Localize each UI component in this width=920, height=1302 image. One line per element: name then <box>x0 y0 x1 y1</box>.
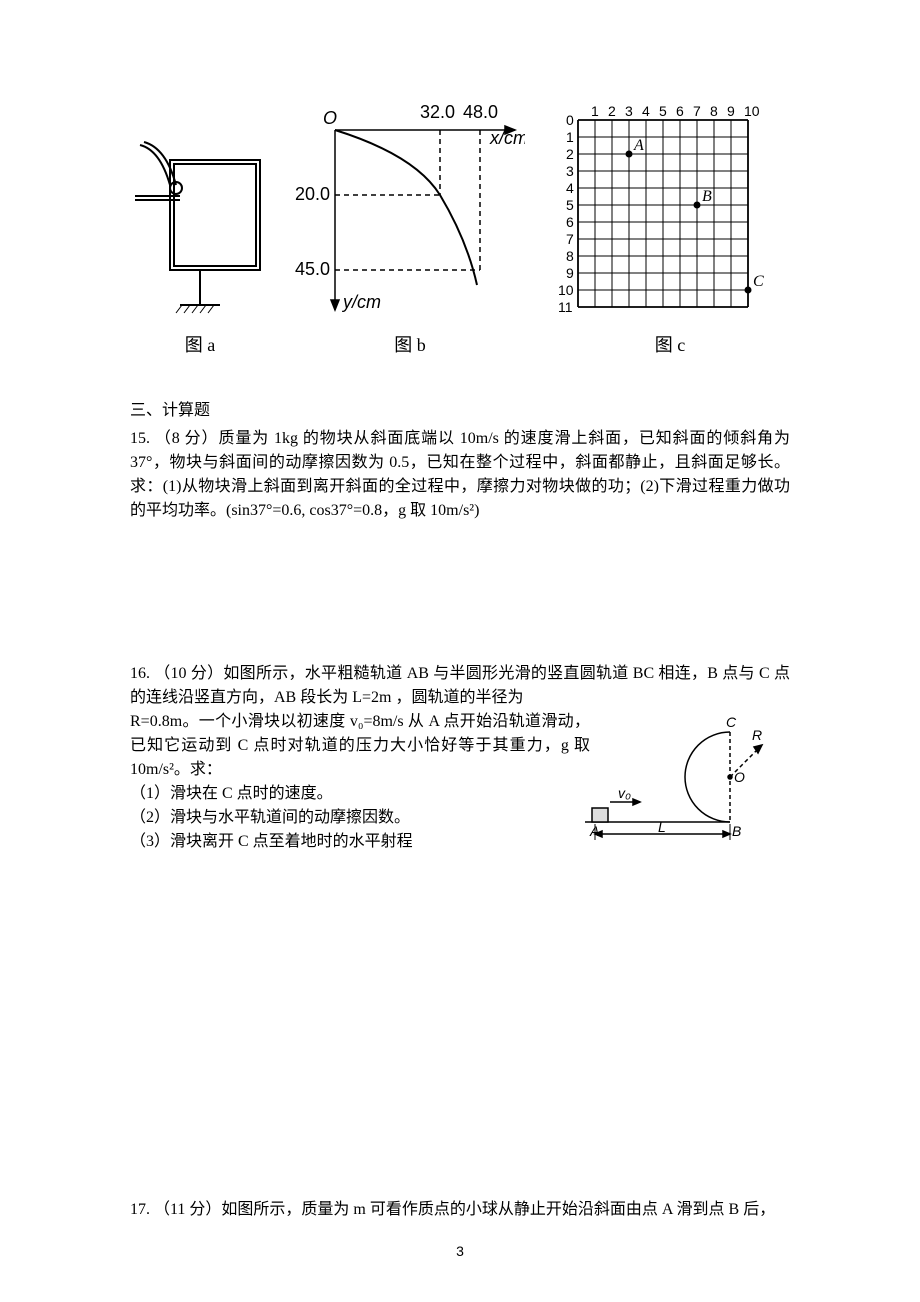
workspace-gap-15 <box>130 523 790 658</box>
fig-c-ylabel: 10 <box>558 282 574 298</box>
fig-c-point-label: B <box>702 188 712 205</box>
q16-label-O: O <box>734 769 745 785</box>
q16-figure: A B C O R v₀ L <box>580 702 790 860</box>
fig-c-xlabel: 1 <box>591 103 599 119</box>
q15-number: 15. <box>130 430 150 447</box>
q16-label-v0: v₀ <box>618 785 631 801</box>
q15-points: （8 分） <box>155 430 219 447</box>
fig-c-xlabel: 5 <box>659 103 667 119</box>
q16-sub2: （2）滑块与水平轨道间的动摩擦因数。 <box>130 806 590 830</box>
fig-c-point-label: A <box>633 137 644 154</box>
fig-c-ylabel: 8 <box>566 248 574 264</box>
section-heading: 三、计算题 <box>130 399 790 423</box>
fig-c-point <box>745 287 752 294</box>
fig-b-xlabel: x/cm <box>489 128 525 148</box>
fig-c-ylabel: 3 <box>566 163 574 179</box>
q17-text: 如图所示，质量为 m 可看作质点的小球从静止开始沿斜面由点 A 滑到点 B 后， <box>221 1201 775 1218</box>
fig-b-ylabel: y/cm <box>341 292 381 312</box>
fig-c-xlabel: 10 <box>744 103 760 119</box>
q16-number: 16. <box>130 665 150 682</box>
q16-label-R: R <box>752 727 762 743</box>
fig-c-xlabel: 7 <box>693 103 701 119</box>
page-number: 3 <box>0 1241 920 1262</box>
figure-a-svg <box>130 130 270 320</box>
fig-c-ylabel: 7 <box>566 231 574 247</box>
fig-c-xlabel: 3 <box>625 103 633 119</box>
figure-b-caption: 图 b <box>295 332 525 359</box>
q16-intro: 如图所示，水平粗糙轨道 AB 与半圆形光滑的竖直圆轨道 BC 相连，B 点与 C… <box>130 665 790 706</box>
fig-b-xtick-1: 48.0 <box>463 102 498 122</box>
fig-c-ylabel: 5 <box>566 197 574 213</box>
figure-c: 1234567891001234567891011 ABC 图 c <box>550 100 790 359</box>
fig-c-point <box>694 202 701 209</box>
figures-row: 图 a <box>130 100 790 359</box>
fig-b-ytick-0: 20.0 <box>295 184 330 204</box>
fig-c-ylabel: 11 <box>558 299 573 315</box>
fig-b-xtick-0: 32.0 <box>420 102 455 122</box>
q16-label-C: C <box>726 714 737 730</box>
q16-sub1: （1）滑块在 C 点时的速度。 <box>130 782 590 806</box>
q17-number: 17. <box>130 1201 150 1218</box>
q17-points: （11 分） <box>154 1201 221 1218</box>
fig-c-ylabel: 1 <box>566 129 574 145</box>
fig-c-ylabel: 6 <box>566 214 574 230</box>
q16-label-A: A <box>589 823 599 839</box>
question-16: 16. （10 分）如图所示，水平粗糙轨道 AB 与半圆形光滑的竖直圆轨道 BC… <box>130 662 790 854</box>
figure-a-caption: 图 a <box>130 332 270 359</box>
figure-a: 图 a <box>130 130 270 359</box>
fig-c-ylabel: 0 <box>566 112 574 128</box>
q16-label-B: B <box>732 823 741 839</box>
fig-c-xlabel: 4 <box>642 103 650 119</box>
figure-b: O 32.0 48.0 x/cm 20.0 45.0 y/cm 图 b <box>295 100 525 359</box>
fig-c-xlabel: 8 <box>710 103 718 119</box>
fig-c-xlabel: 9 <box>727 103 735 119</box>
fig-c-point-label: C <box>753 273 764 290</box>
fig-b-ytick-1: 45.0 <box>295 259 330 279</box>
fig-c-xlabel: 6 <box>676 103 684 119</box>
figure-c-svg: 1234567891001234567891011 ABC <box>550 100 790 320</box>
question-17: 17. （11 分）如图所示，质量为 m 可看作质点的小球从静止开始沿斜面由点 … <box>130 1198 790 1222</box>
fig-c-ylabel: 9 <box>566 265 574 281</box>
q16-points: （10 分） <box>154 665 223 682</box>
q16-line2: R=0.8m。一个小滑块以初速度 v₀=8m/s 从 A 点开始沿轨道滑动，已知… <box>130 710 590 782</box>
figure-b-svg: O 32.0 48.0 x/cm 20.0 45.0 y/cm <box>295 100 525 320</box>
fig-c-point <box>626 151 633 158</box>
fig-c-xlabel: 2 <box>608 103 616 119</box>
fig-c-ylabel: 4 <box>566 180 574 196</box>
fig-b-origin: O <box>323 108 337 128</box>
q15-text: 质量为 1kg 的物块从斜面底端以 10m/s 的速度滑上斜面，已知斜面的倾斜角… <box>130 430 790 519</box>
figure-c-caption: 图 c <box>550 332 790 359</box>
fig-c-ylabel: 2 <box>566 146 574 162</box>
q16-sub3: （3）滑块离开 C 点至着地时的水平射程 <box>130 830 590 854</box>
q16-label-L: L <box>658 819 666 835</box>
question-15: 15. （8 分）质量为 1kg 的物块从斜面底端以 10m/s 的速度滑上斜面… <box>130 427 790 523</box>
